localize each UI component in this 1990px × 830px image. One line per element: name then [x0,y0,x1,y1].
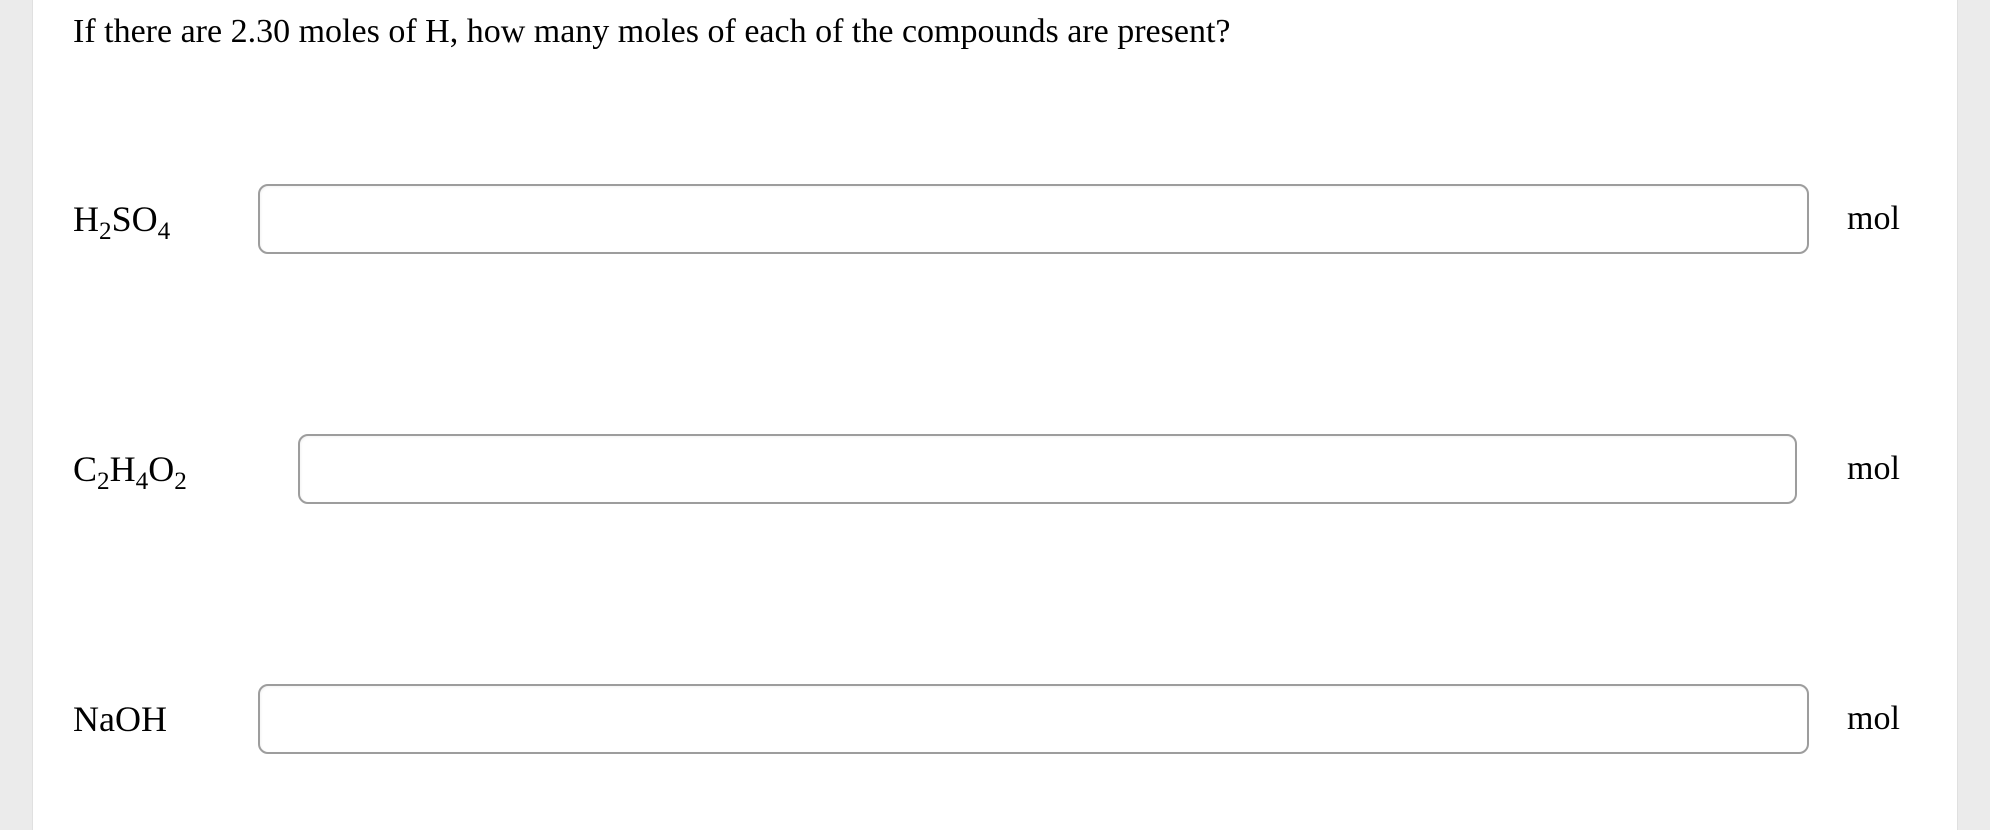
compound-label-c2h4o2: C2H4O2 [73,448,298,490]
unit-label-h2so4: mol [1847,200,1917,238]
answer-input-h2so4[interactable] [258,184,1809,254]
compound-label-naoh: NaOH [73,698,258,740]
page-outer: If there are 2.30 moles of H, how many m… [0,0,1990,830]
answer-input-c2h4o2[interactable] [298,434,1797,504]
answer-row-h2so4: H2SO4 mol [73,184,1917,254]
unit-label-naoh: mol [1847,700,1917,738]
unit-label-c2h4o2: mol [1847,450,1917,488]
answer-row-c2h4o2: C2H4O2 mol [73,434,1917,504]
answer-row-naoh: NaOH mol [73,684,1917,754]
question-text: If there are 2.30 moles of H, how many m… [73,10,1917,54]
answer-input-naoh[interactable] [258,684,1809,754]
question-card: If there are 2.30 moles of H, how many m… [32,0,1958,830]
compound-label-h2so4: H2SO4 [73,198,258,240]
